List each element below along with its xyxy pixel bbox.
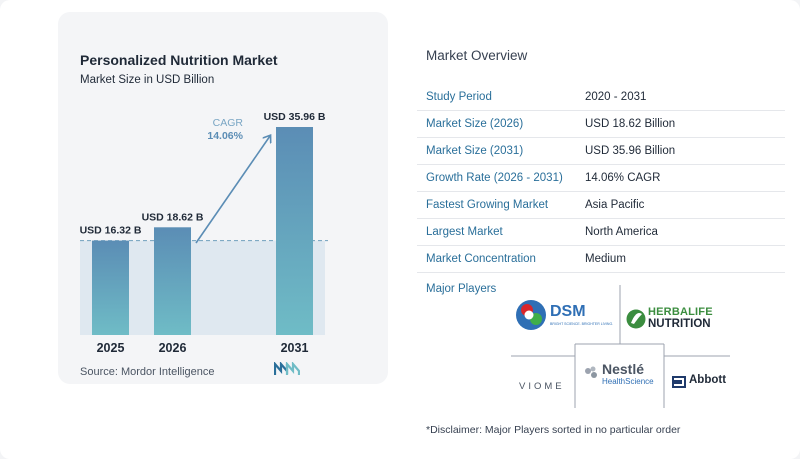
overview-key: Market Size (2031) [426, 145, 524, 157]
data-label-2025: USD 16.32 B [80, 225, 142, 237]
viome-logo: VIOME [519, 376, 573, 392]
nestle-logo: Nestlé HealthScience [582, 358, 662, 388]
x-tick-label-2026: 2026 [159, 341, 187, 355]
mordor-intelligence-logo-icon [274, 362, 300, 375]
overview-value: 2020 - 2031 [585, 91, 647, 103]
abbott-logo: Abbott [671, 374, 733, 390]
overview-value: Asia Pacific [585, 199, 645, 211]
dsm-logo: DSM BRIGHT SCIENCE. BRIGHTER LIVING. [514, 298, 614, 334]
x-tick-label-2025: 2025 [97, 341, 125, 355]
abbott-name: Abbott [689, 374, 727, 386]
overview-row: Largest Market North America [417, 219, 785, 246]
overview-key: Market Size (2026) [426, 118, 524, 130]
data-label-2031: USD 35.96 B [264, 111, 326, 123]
bar-2026 [154, 227, 191, 335]
bar-2031 [276, 127, 313, 335]
overview-row: Market Size (2026) USD 18.62 Billion [417, 111, 785, 138]
abbott-emblem-icon [672, 376, 686, 388]
overview-key: Largest Market [426, 226, 503, 238]
overview-value: Medium [585, 253, 626, 265]
overview-row: Fastest Growing Market Asia Pacific [417, 192, 785, 219]
herbalife-line2: NUTRITION [648, 318, 711, 330]
cagr-label: CAGR [213, 117, 244, 129]
cagr-arrow [195, 136, 270, 244]
nestle-line1: Nestlé [602, 361, 645, 377]
x-tick-label-2031: 2031 [281, 341, 309, 355]
source-note: Source: Mordor Intelligence [80, 366, 215, 378]
dsm-emblem-icon [516, 300, 546, 330]
disclaimer: *Disclaimer: Major Players sorted in no … [426, 424, 681, 436]
overview-key: Fastest Growing Market [426, 199, 549, 211]
data-label-2026: USD 18.62 B [142, 211, 204, 223]
cagr-value: 14.06% [207, 130, 243, 142]
bar-2025 [92, 240, 129, 335]
viome-name: VIOME [519, 381, 565, 392]
overview-value: 14.06% CAGR [585, 172, 661, 184]
overview-value: USD 35.96 Billion [585, 145, 676, 157]
overview-key: Market Concentration [426, 253, 536, 265]
chart-subtitle: Market Size in USD Billion [80, 74, 215, 86]
overview-key: Study Period [426, 91, 492, 103]
herbalife-line1: HERBALIFE [648, 306, 713, 318]
herbalife-leaf-icon [626, 309, 646, 329]
dsm-name: DSM [550, 303, 586, 320]
overview-row: Market Size (2031) USD 35.96 Billion [417, 138, 785, 165]
overview-row: Market Concentration Medium [417, 246, 785, 273]
overview-row: Study Period 2020 - 2031 [417, 84, 785, 111]
overview-row: Growth Rate (2026 - 2031) 14.06% CAGR [417, 165, 785, 192]
herbalife-logo: HERBALIFE NUTRITION [626, 304, 736, 334]
chart-title: Personalized Nutrition Market [80, 52, 278, 68]
overview-title: Market Overview [426, 48, 528, 63]
nestle-nest-icon [585, 366, 597, 378]
overview-key: Growth Rate (2026 - 2031) [426, 172, 563, 184]
dsm-tagline: BRIGHT SCIENCE. BRIGHTER LIVING. [550, 322, 614, 326]
overview-value: North America [585, 226, 658, 238]
major-players-label: Major Players [426, 283, 497, 295]
overview-value: USD 18.62 Billion [585, 118, 676, 130]
overview-table: Study Period 2020 - 2031 Market Size (20… [417, 84, 785, 273]
nestle-line2: HealthScience [602, 377, 654, 386]
